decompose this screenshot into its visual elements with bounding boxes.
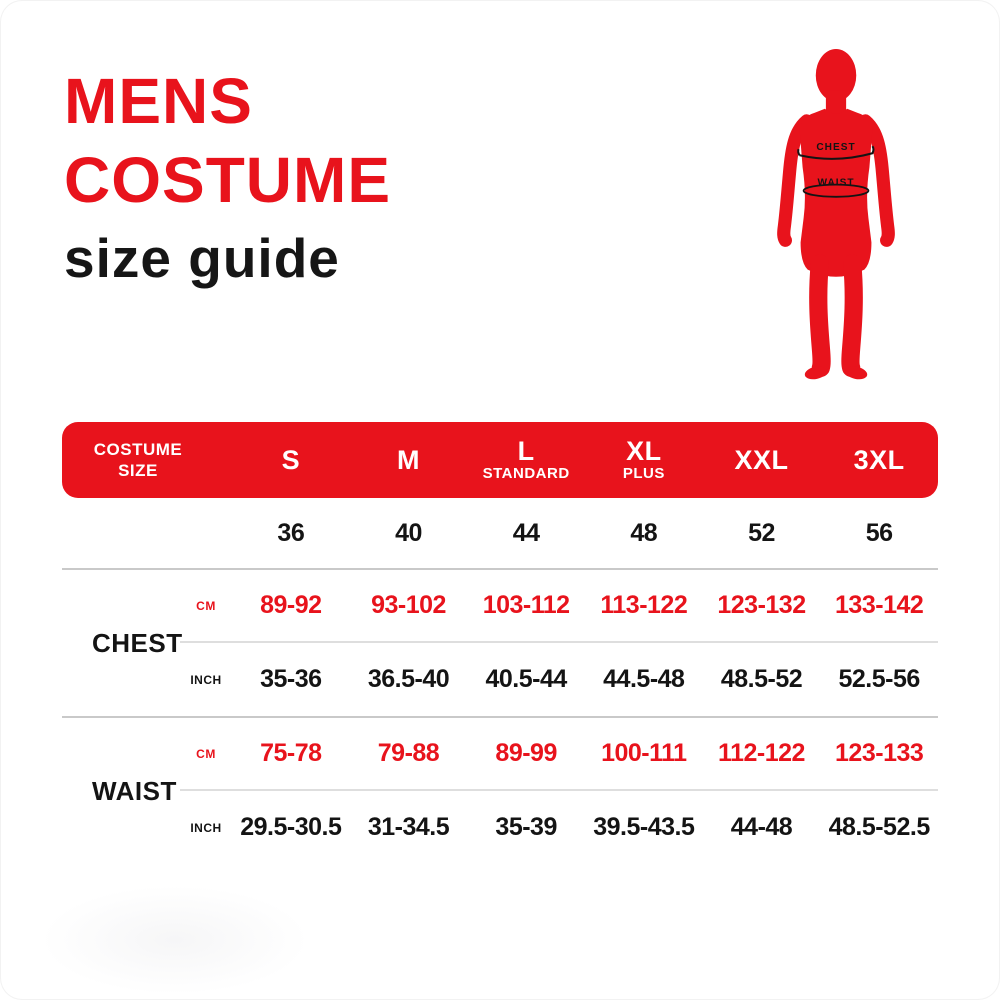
size-cell: 48 xyxy=(630,518,658,547)
waist-cm-cell: 123-133 xyxy=(835,739,924,767)
title-line-2: COSTUME xyxy=(64,144,391,216)
waist-cm-cell: 112-122 xyxy=(718,739,805,767)
size-cell: 52 xyxy=(748,518,775,547)
cm-unit-label: CM xyxy=(196,746,216,761)
chest-inch-cell: 48.5-52 xyxy=(720,665,803,693)
male-body-silhouette: CHEST WAIST xyxy=(773,48,897,382)
chest-cm-cell: 133-142 xyxy=(835,591,924,619)
size-cell: 44 xyxy=(512,518,540,547)
chest-inch-cell: 36.5-40 xyxy=(367,665,450,693)
chest-cm-cell: 123-132 xyxy=(717,591,806,619)
chest-row-label: CHEST xyxy=(92,627,183,658)
waist-inch-cell: 39.5-43.5 xyxy=(593,813,695,841)
size-cell: 56 xyxy=(865,518,893,547)
waist-cm-cell: 89-99 xyxy=(495,739,557,767)
chest-inch-cell: 52.5-56 xyxy=(838,665,921,693)
waist-inch-cell: 44-48 xyxy=(730,813,793,841)
title-line-1: MENS xyxy=(64,65,253,137)
column-header-l: L STANDARD xyxy=(482,436,570,483)
cm-unit-label: CM xyxy=(196,598,216,613)
chest-inch-cell: 40.5-44 xyxy=(485,665,568,693)
chest-measurement-block: CHEST CM 89-92 93-102 103-112 113-122 12… xyxy=(62,570,938,718)
chest-cm-cell: 89-92 xyxy=(260,591,322,619)
waist-cm-cell: 79-88 xyxy=(377,739,440,767)
waist-row-label: WAIST xyxy=(92,775,177,806)
column-header-xxl: XXL xyxy=(734,444,789,475)
inch-unit-label: INCH xyxy=(190,672,222,687)
size-table: COSTUME SIZE S M L STANDARD XL PLUS XXL xyxy=(62,422,938,864)
column-header-3xl: 3XL xyxy=(853,444,905,475)
corner-header-costume-size: COSTUME SIZE xyxy=(93,440,183,480)
size-cell: 36 xyxy=(277,518,305,547)
chest-inch-cell: 35-36 xyxy=(260,665,322,693)
chest-inch-row: INCH 35-36 36.5-40 40.5-44 44.5-48 48.5-… xyxy=(180,643,938,716)
chest-cm-cell: 93-102 xyxy=(371,591,446,619)
column-header-s: S xyxy=(281,444,301,475)
waist-cm-cell: 100-111 xyxy=(601,739,687,767)
waist-inch-row: INCH 29.5-30.5 31-34.5 35-39 39.5-43.5 4… xyxy=(180,791,938,864)
size-cell: 40 xyxy=(395,518,422,547)
figure-waist-label: WAIST xyxy=(817,178,854,189)
waist-measurement-block: WAIST CM 75-78 79-88 89-99 100-111 112-1… xyxy=(62,718,938,864)
waist-cm-row: CM 75-78 79-88 89-99 100-111 112-122 123… xyxy=(180,718,938,791)
chest-cm-cell: 103-112 xyxy=(482,591,570,619)
waist-cm-cell: 75-78 xyxy=(260,739,322,767)
column-header-m: M xyxy=(396,444,420,475)
inch-unit-label: INCH xyxy=(190,820,222,835)
chest-cm-cell: 113-122 xyxy=(600,591,688,619)
chest-inch-cell: 44.5-48 xyxy=(603,665,685,693)
subtitle: size guide xyxy=(64,227,340,289)
waist-inch-cell: 29.5-30.5 xyxy=(240,813,342,841)
table-header-bar: COSTUME SIZE S M L STANDARD XL PLUS XXL xyxy=(62,422,938,498)
waist-inch-cell: 35-39 xyxy=(495,813,557,841)
column-header-xl: XL PLUS xyxy=(622,436,665,483)
body-figure-icon: CHEST WAIST xyxy=(777,49,895,380)
figure-chest-label: CHEST xyxy=(816,142,855,153)
chest-cm-row: CM 89-92 93-102 103-112 113-122 123-132 … xyxy=(180,570,938,643)
waist-inch-cell: 31-34.5 xyxy=(367,813,450,841)
page-title: MENS COSTUME size guide xyxy=(64,62,391,288)
numeric-sizes-row: 36 40 44 48 52 56 xyxy=(62,498,938,570)
waist-inch-cell: 48.5-52.5 xyxy=(828,813,931,841)
faint-smudge xyxy=(40,885,310,995)
